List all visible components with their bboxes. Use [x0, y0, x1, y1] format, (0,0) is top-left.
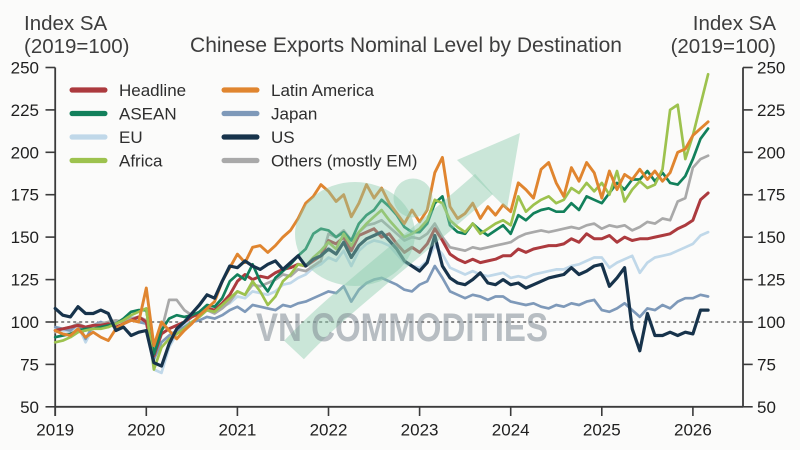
svg-text:2025: 2025 — [583, 421, 621, 440]
svg-text:50: 50 — [20, 398, 39, 417]
svg-text:VN COMMODITIES: VN COMMODITIES — [256, 306, 548, 350]
svg-text:75: 75 — [757, 355, 776, 374]
svg-text:Latin America: Latin America — [271, 81, 375, 100]
svg-text:125: 125 — [757, 271, 785, 290]
svg-text:100: 100 — [11, 313, 39, 332]
svg-text:100: 100 — [757, 313, 785, 332]
svg-text:2026: 2026 — [674, 421, 712, 440]
svg-text:US: US — [271, 128, 295, 147]
svg-text:2023: 2023 — [401, 421, 439, 440]
svg-text:Headline: Headline — [119, 81, 186, 100]
svg-text:225: 225 — [11, 101, 39, 120]
svg-text:Japan: Japan — [271, 105, 317, 124]
svg-text:125: 125 — [11, 271, 39, 290]
svg-text:225: 225 — [757, 101, 785, 120]
svg-text:2024: 2024 — [492, 421, 530, 440]
svg-text:2022: 2022 — [310, 421, 348, 440]
svg-text:200: 200 — [757, 143, 785, 162]
svg-text:150: 150 — [757, 228, 785, 247]
svg-text:ASEAN: ASEAN — [119, 105, 177, 124]
svg-text:175: 175 — [11, 186, 39, 205]
svg-text:200: 200 — [11, 143, 39, 162]
svg-text:150: 150 — [11, 228, 39, 247]
svg-text:2019: 2019 — [36, 421, 74, 440]
svg-text:250: 250 — [11, 59, 39, 78]
svg-text:Africa: Africa — [119, 152, 163, 171]
svg-text:175: 175 — [757, 186, 785, 205]
svg-text:50: 50 — [757, 398, 776, 417]
svg-text:EU: EU — [119, 128, 143, 147]
svg-text:250: 250 — [757, 59, 785, 78]
svg-text:2021: 2021 — [218, 421, 256, 440]
svg-text:75: 75 — [20, 355, 39, 374]
svg-text:Others (mostly EM): Others (mostly EM) — [271, 152, 417, 171]
svg-text:2020: 2020 — [127, 421, 165, 440]
